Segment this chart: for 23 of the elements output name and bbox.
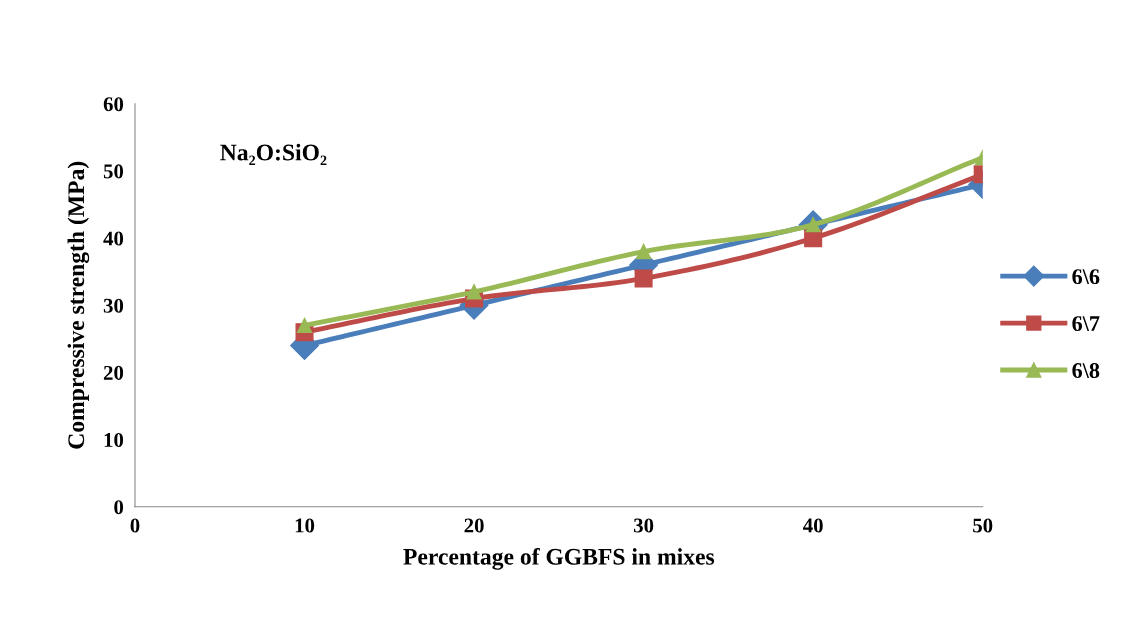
- y-tick-label: 0: [114, 500, 124, 515]
- y-tick-label: 60: [103, 97, 124, 112]
- x-tick-label: 40: [803, 518, 823, 533]
- legend-label: 6\8: [1072, 363, 1100, 379]
- point: [635, 243, 652, 260]
- point: [466, 284, 482, 300]
- y-tick-label: 10: [104, 432, 124, 448]
- x-tick-label: 30: [633, 518, 654, 533]
- x-tick-label: 50: [973, 518, 993, 533]
- y-tick-label: 20: [103, 365, 124, 380]
- x-axis-title: Percentage of GGBFS in mixes: [403, 547, 715, 570]
- y-axis-title: Compressive strength (MPa): [67, 161, 90, 449]
- legend-label: 6\6: [1072, 269, 1100, 285]
- x-tick-label: 0: [130, 518, 140, 533]
- y-tick-label: 30: [103, 298, 124, 313]
- x-tick-label: 10: [295, 518, 315, 533]
- point: [634, 269, 653, 288]
- legend-label: 6\7: [1072, 316, 1100, 332]
- y-tick-label: 50: [103, 164, 124, 179]
- point: [296, 317, 313, 334]
- annotation: Na₂O:SiO₂: [220, 143, 327, 165]
- y-tick-label: 40: [103, 231, 124, 246]
- x-tick-label: 20: [464, 518, 484, 533]
